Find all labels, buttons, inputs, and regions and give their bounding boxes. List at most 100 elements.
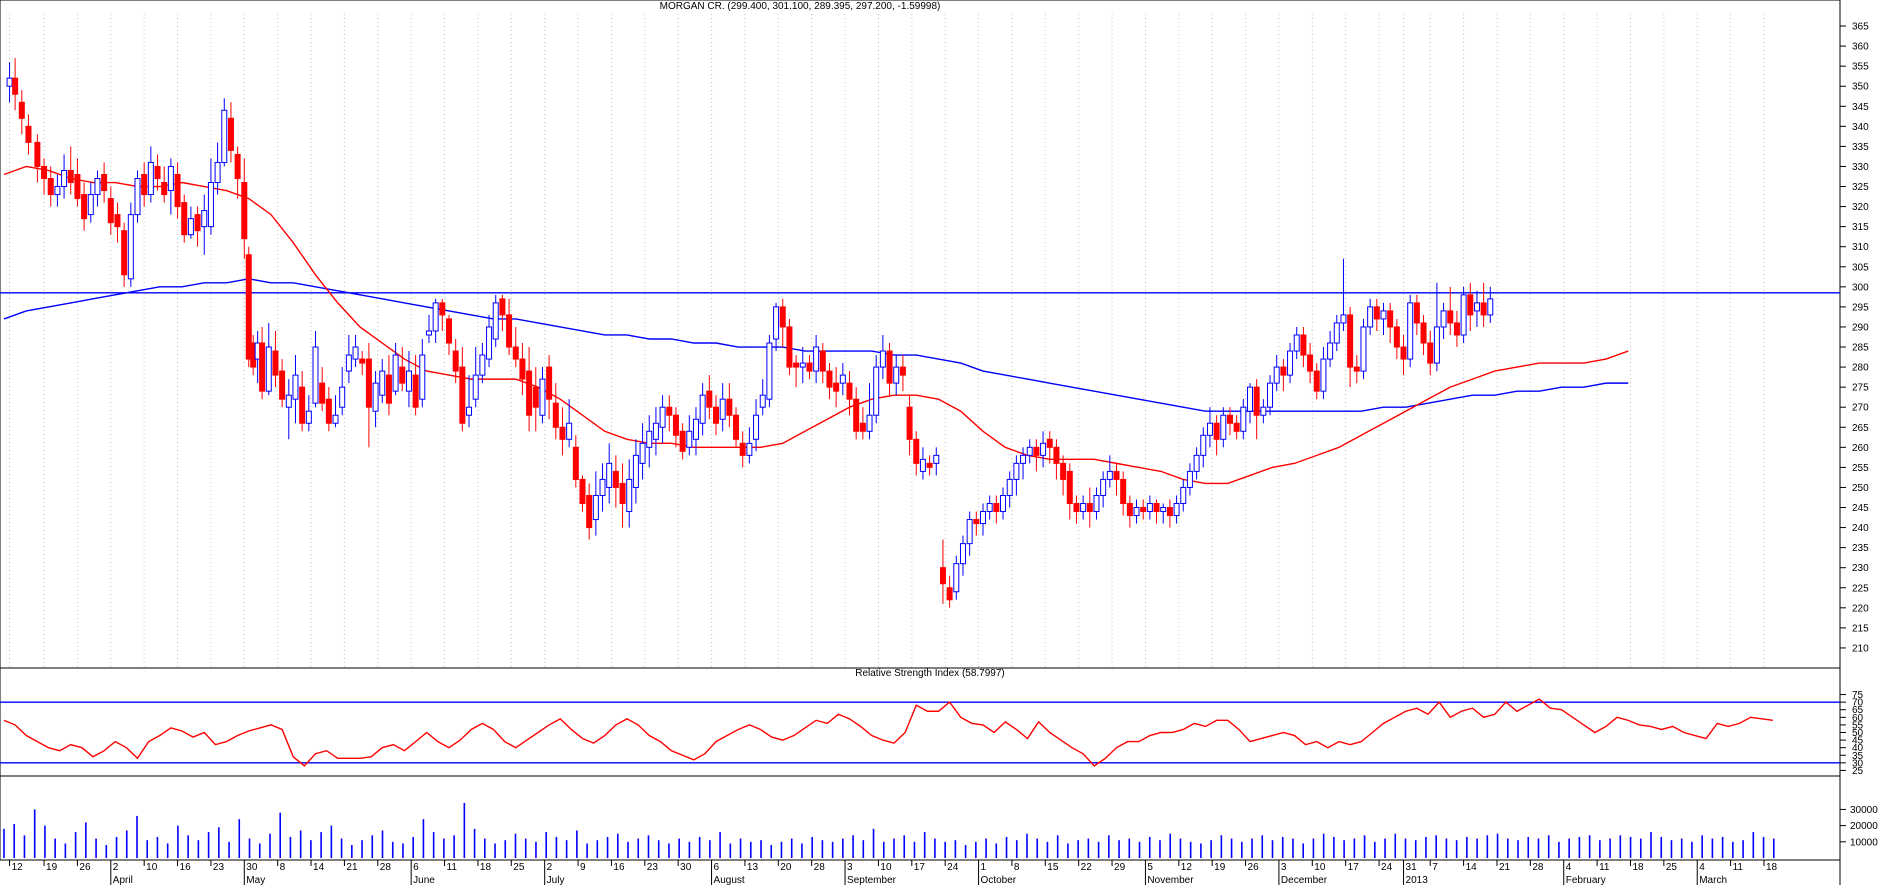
candle-body: [47, 178, 54, 196]
candle-body: [1453, 322, 1460, 336]
candle-body: [1166, 507, 1173, 517]
price-ytick-label: 330: [1852, 162, 1869, 173]
x-day-label: 5: [1147, 862, 1153, 873]
candle-body: [586, 494, 593, 529]
candle-body: [1380, 310, 1387, 320]
candle-body: [1373, 306, 1380, 320]
x-day-label: 2: [547, 862, 553, 873]
candle-body: [746, 442, 753, 456]
x-day-label: 19: [1214, 862, 1226, 873]
candle-body: [939, 567, 946, 585]
candle-body: [405, 370, 412, 392]
candle-body: [12, 77, 19, 95]
candle-body: [234, 153, 241, 180]
candle-body: [1120, 478, 1127, 504]
candle-body: [161, 182, 168, 196]
x-day-label: 8: [1014, 862, 1020, 873]
candle-body: [1020, 454, 1027, 464]
price-ytick-label: 325: [1852, 182, 1869, 193]
candle-body: [893, 366, 900, 384]
candle-body: [379, 370, 386, 396]
candle-body: [272, 350, 279, 376]
candle-body: [285, 394, 292, 408]
x-day-label: 12: [1181, 862, 1193, 873]
candle-body: [399, 366, 406, 384]
candle-body: [1260, 406, 1267, 416]
candle-body: [319, 382, 326, 404]
candle-body: [1206, 422, 1213, 436]
candle-body: [1473, 302, 1480, 312]
candle-body: [452, 350, 459, 372]
x-day-label: 15: [1047, 862, 1059, 873]
candle-body: [1460, 294, 1467, 336]
x-month-label: September: [847, 875, 897, 885]
rsi-ytick-label: 40: [1852, 743, 1864, 754]
x-day-label: 20: [780, 862, 792, 873]
x-day-label: 21: [1499, 862, 1511, 873]
candle-body: [1487, 298, 1494, 316]
candle-body: [446, 318, 452, 344]
candle-body: [813, 346, 820, 372]
rsi-ytick-label: 70: [1852, 698, 1864, 709]
candle-body: [913, 438, 920, 464]
candle-body: [906, 406, 913, 440]
candle-body: [1113, 470, 1120, 480]
candle-body: [1440, 310, 1447, 328]
x-month-label: April: [113, 875, 133, 885]
candle-body: [147, 161, 154, 196]
candle-body: [412, 374, 419, 408]
x-day-label: 28: [1532, 862, 1544, 873]
candle-body: [305, 410, 312, 424]
candle-body: [579, 478, 586, 504]
candle-body: [1200, 434, 1207, 456]
candle-body: [1407, 302, 1414, 360]
candle-body: [552, 402, 559, 428]
x-day-label: 14: [313, 862, 325, 873]
candle-body: [779, 306, 786, 328]
candle-body: [299, 386, 306, 424]
candle-body: [245, 254, 252, 360]
candle-body: [1327, 342, 1334, 360]
candle-body: [1000, 494, 1007, 513]
candle-body: [114, 214, 121, 228]
price-ytick-label: 285: [1852, 343, 1869, 354]
candle-body: [652, 422, 659, 440]
candle-body: [472, 374, 479, 400]
candle-body: [986, 502, 993, 513]
candle-body: [946, 587, 953, 601]
price-ytick-label: 270: [1852, 403, 1869, 414]
candle-body: [506, 314, 513, 348]
volume-ytick-label: 30000: [1850, 805, 1878, 816]
x-month-label: October: [981, 875, 1017, 885]
price-ytick-label: 210: [1852, 643, 1869, 654]
candle-body: [1173, 502, 1180, 517]
candle-body: [759, 394, 766, 408]
x-day-label: 19: [46, 862, 58, 873]
candle-body: [719, 398, 726, 420]
rsi-ytick-label: 50: [1852, 728, 1864, 739]
candle-body: [74, 173, 81, 200]
candle-body: [241, 182, 248, 240]
candle-body: [201, 210, 208, 228]
candle-body: [819, 350, 826, 372]
candle-body: [439, 302, 446, 316]
candle-body: [1420, 322, 1427, 344]
x-day-label: 31: [1406, 862, 1418, 873]
candle-body: [1340, 314, 1347, 324]
candle-body: [672, 414, 679, 436]
candle-body: [966, 519, 973, 545]
candle-body: [6, 77, 13, 87]
candle-body: [799, 362, 806, 368]
x-day-label: 25: [513, 862, 525, 873]
x-day-label: 8: [280, 862, 286, 873]
candle-body: [499, 298, 506, 316]
candle-body: [25, 125, 32, 143]
candle-body: [1080, 502, 1087, 513]
candle-body: [1433, 326, 1440, 364]
candle-body: [532, 386, 539, 408]
x-day-label: 23: [213, 862, 225, 873]
candle-body: [1133, 507, 1140, 517]
candle-body: [1267, 382, 1274, 408]
x-day-label: 9: [580, 862, 586, 873]
candle-body: [599, 478, 606, 496]
